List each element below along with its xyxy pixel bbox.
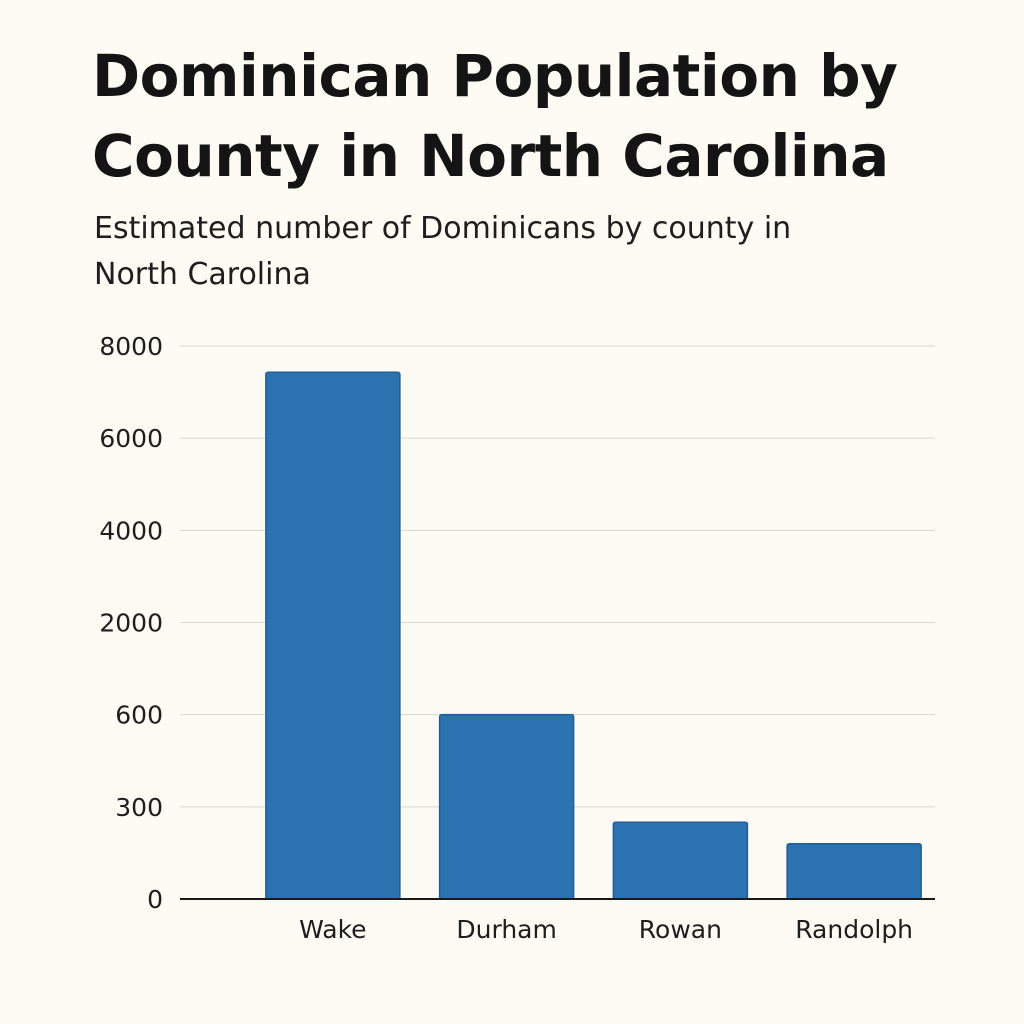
bars (266, 372, 921, 899)
bar-wake (266, 372, 400, 899)
y-tick-label: 6000 (99, 424, 163, 453)
y-tick-label: 0 (147, 885, 163, 914)
y-axis-ticks: 0 300 600 2000 4000 6000 8000 (99, 332, 163, 914)
x-tick-label-wake: Wake (299, 915, 366, 944)
x-tick-label-rowan: Rowan (639, 915, 722, 944)
bar-chart: 0 300 600 2000 4000 6000 8000 Wake Durham Rowan R… (0, 0, 1024, 1024)
bar-durham (440, 715, 574, 899)
y-tick-label: 300 (115, 793, 163, 822)
x-tick-label-randolph: Randolph (795, 915, 913, 944)
y-tick-label: 600 (115, 701, 163, 730)
bar-randolph (787, 844, 921, 899)
x-tick-label-durham: Durham (456, 915, 556, 944)
bar-rowan (613, 822, 747, 899)
y-tick-label: 8000 (99, 332, 163, 361)
y-tick-label: 4000 (99, 516, 163, 545)
y-tick-label: 2000 (99, 609, 163, 638)
x-axis-labels: Wake Durham Rowan Randolph (299, 915, 913, 944)
